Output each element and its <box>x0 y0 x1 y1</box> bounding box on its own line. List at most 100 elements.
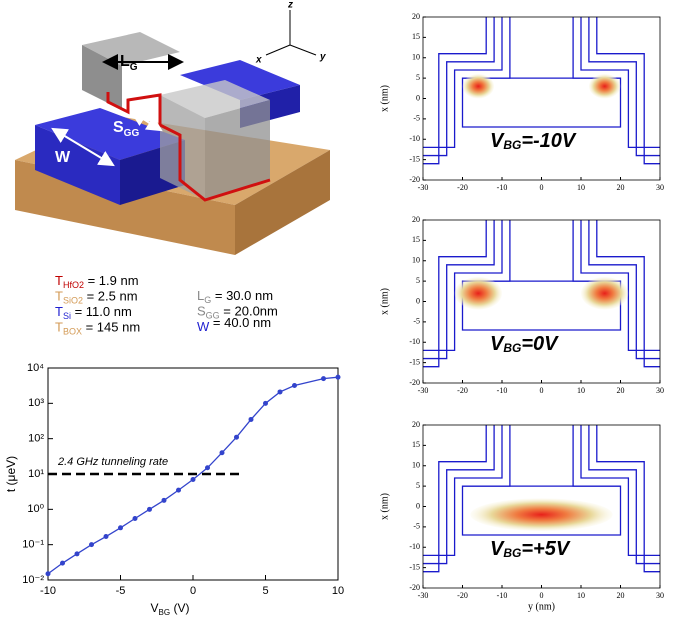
gate-contour-left <box>423 425 503 557</box>
axis-y: y <box>319 52 326 63</box>
y-tick-label: 0 <box>416 296 420 305</box>
device-illustration: z x y LG SGG W <box>15 0 330 255</box>
y-tick-label: -20 <box>409 583 420 592</box>
y-tick-label: 10² <box>28 433 44 445</box>
y-tick-label: 10 <box>412 53 420 62</box>
y-tick-label: 5 <box>416 73 420 82</box>
data-point <box>248 416 254 422</box>
y-axis-label: t (μeV) <box>4 456 18 492</box>
reference-label: 2.4 GHz tunneling rate <box>57 456 168 468</box>
data-point <box>118 525 123 531</box>
lg-main: L <box>120 53 130 70</box>
symbol-part: L <box>197 288 204 303</box>
text-part: = 1.9 nm <box>84 273 139 288</box>
data-point <box>74 551 80 557</box>
data-point <box>190 476 196 482</box>
gate-contour-right <box>588 425 660 565</box>
fin-back-top <box>180 60 300 100</box>
density-blob <box>581 277 629 310</box>
rich-label: VBG (V) <box>151 601 190 617</box>
text-part: = 20.0nm <box>220 304 278 319</box>
w-arrow <box>51 127 115 167</box>
x-tick-label: -20 <box>457 591 468 600</box>
gate-contour-right <box>580 220 660 352</box>
y-tick-label: -20 <box>409 175 420 184</box>
w-label: W <box>55 149 71 166</box>
text-part: = 145 nm <box>82 320 140 335</box>
y-tick-label: 0 <box>416 501 420 510</box>
oxide-outline <box>106 92 271 202</box>
gate-front-side <box>205 100 270 200</box>
text-part: =0V <box>521 333 559 355</box>
y-tick-label: 10¹ <box>28 468 44 480</box>
x-tick-label: 30 <box>656 183 664 192</box>
contour-panel <box>423 425 660 573</box>
sub-part: G <box>204 295 211 305</box>
y-tick-label: 20 <box>412 215 420 224</box>
y-tick-label: 10⁴ <box>27 362 44 374</box>
y-tick-label: -10 <box>409 134 420 143</box>
x-tick-label: -30 <box>418 183 429 192</box>
sub-part: BG <box>503 341 521 355</box>
main-part: V <box>490 333 505 355</box>
sub-part: BOX <box>63 327 82 337</box>
gate-contour-left <box>423 425 487 573</box>
rich-label: VBG=-10V <box>490 130 577 152</box>
data-point <box>176 487 181 493</box>
data-point <box>132 516 138 522</box>
y-tick-label: 10⁻² <box>22 574 44 586</box>
x-tick-label: 30 <box>656 386 664 395</box>
symbol-part: W <box>197 319 210 334</box>
data-point <box>205 465 210 471</box>
x-tick-label: -10 <box>497 591 508 600</box>
rich-label: VBG=+5V <box>490 538 571 560</box>
y-tick-label: -5 <box>413 522 420 531</box>
y-tick-label: -15 <box>409 154 420 163</box>
x-tick-label: 10 <box>577 591 585 600</box>
density-blob <box>470 498 613 531</box>
gate-contour-left <box>423 425 495 565</box>
text-part: = 2.5 nm <box>83 289 138 304</box>
y-tick-label: -15 <box>409 357 420 366</box>
sgg-arrow <box>130 110 163 132</box>
y-tick-label: -20 <box>409 378 420 387</box>
x-axis <box>265 44 291 56</box>
gate-contour-left <box>423 220 503 352</box>
text-part: = 40.0 nm <box>209 315 271 330</box>
gate-front-top <box>160 80 270 118</box>
rich-label: TSi = 11.0 nm <box>55 304 132 321</box>
data-point <box>147 506 152 512</box>
density-blob <box>588 74 621 99</box>
gate-contour-right <box>596 17 660 165</box>
sub-part: SiO2 <box>63 296 83 306</box>
y-axis-label: x (nm) <box>379 85 390 112</box>
sub-part: HfO2 <box>63 280 84 290</box>
x-axis-label: y (nm) <box>528 601 555 612</box>
contour-panel <box>423 220 660 368</box>
y-tick-label: -5 <box>413 317 420 326</box>
rich-label: THfO2 = 1.9 nm <box>55 273 139 290</box>
symbol-part: T <box>55 273 63 288</box>
y-tick-label: 10 <box>412 256 420 265</box>
gate-contour-left <box>423 220 487 368</box>
y-tick-label: -10 <box>409 542 420 551</box>
y-tick-label: 15 <box>412 440 420 449</box>
symbol-part: T <box>55 320 63 335</box>
text-part: (V) <box>170 601 189 615</box>
y-axis <box>289 44 317 56</box>
data-point <box>45 571 51 577</box>
gate-contour-left <box>423 17 487 165</box>
data-point <box>161 497 167 503</box>
gate-contour-right <box>596 425 660 573</box>
substrate-side <box>235 150 330 255</box>
y-tick-label: 0 <box>416 93 420 102</box>
y-tick-label: -15 <box>409 562 420 571</box>
y-tick-label: 10 <box>412 461 420 470</box>
axis-x: x <box>255 55 262 66</box>
rich-label: TSiO2 = 2.5 nm <box>55 289 138 306</box>
x-tick-label: 0 <box>540 386 544 395</box>
panel-frame <box>422 16 661 181</box>
symbol-part: T <box>55 289 63 304</box>
data-point <box>335 374 341 380</box>
